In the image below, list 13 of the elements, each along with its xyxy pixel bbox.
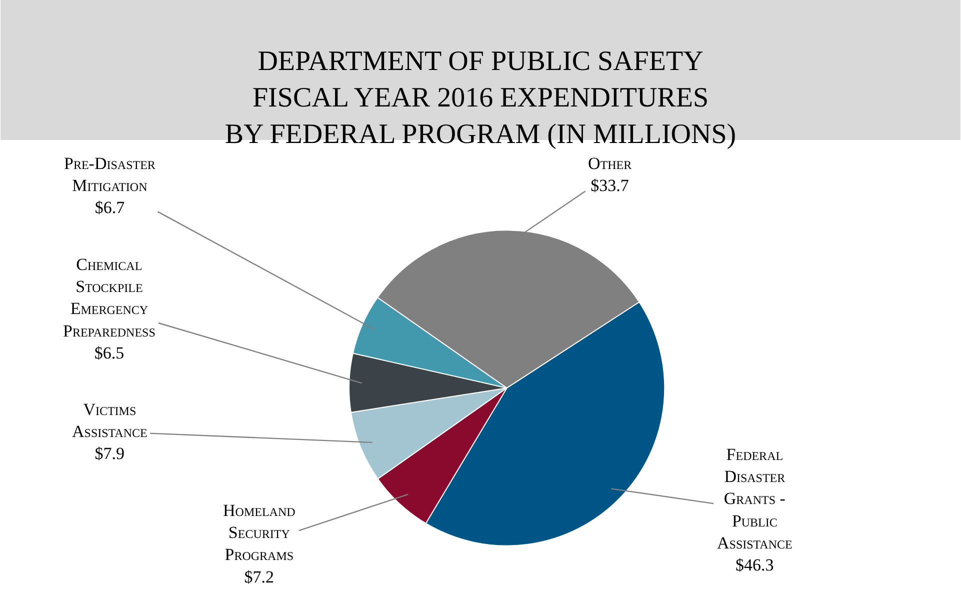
data-label: $46.3 [736, 556, 774, 574]
data-label: $7.9 [94, 444, 125, 464]
slice-label: Homeland Security Programs [223, 501, 296, 564]
slice-label: Victims Assistance [72, 400, 148, 442]
slice-label: Federal Disaster Grants - Public Assistance [717, 445, 792, 552]
slice-label: Pre-Disaster Mitigation [64, 154, 156, 196]
data-label: $6.7 [94, 198, 126, 218]
data-label: $6.5 [94, 343, 124, 362]
chart-title: DEPARTMENT OF PUBLIC SAFETY FISCAL YEAR 2016 EXPENDITURES BY FEDERAL PROGRAM (IN MILLIONS) [224, 46, 736, 150]
slice-label: Other [588, 154, 632, 173]
slice-label: Chemical Stockpile Emergency Preparedness [63, 255, 156, 340]
data-label: $33.7 [590, 176, 630, 196]
data-label: $7.2 [244, 567, 274, 586]
